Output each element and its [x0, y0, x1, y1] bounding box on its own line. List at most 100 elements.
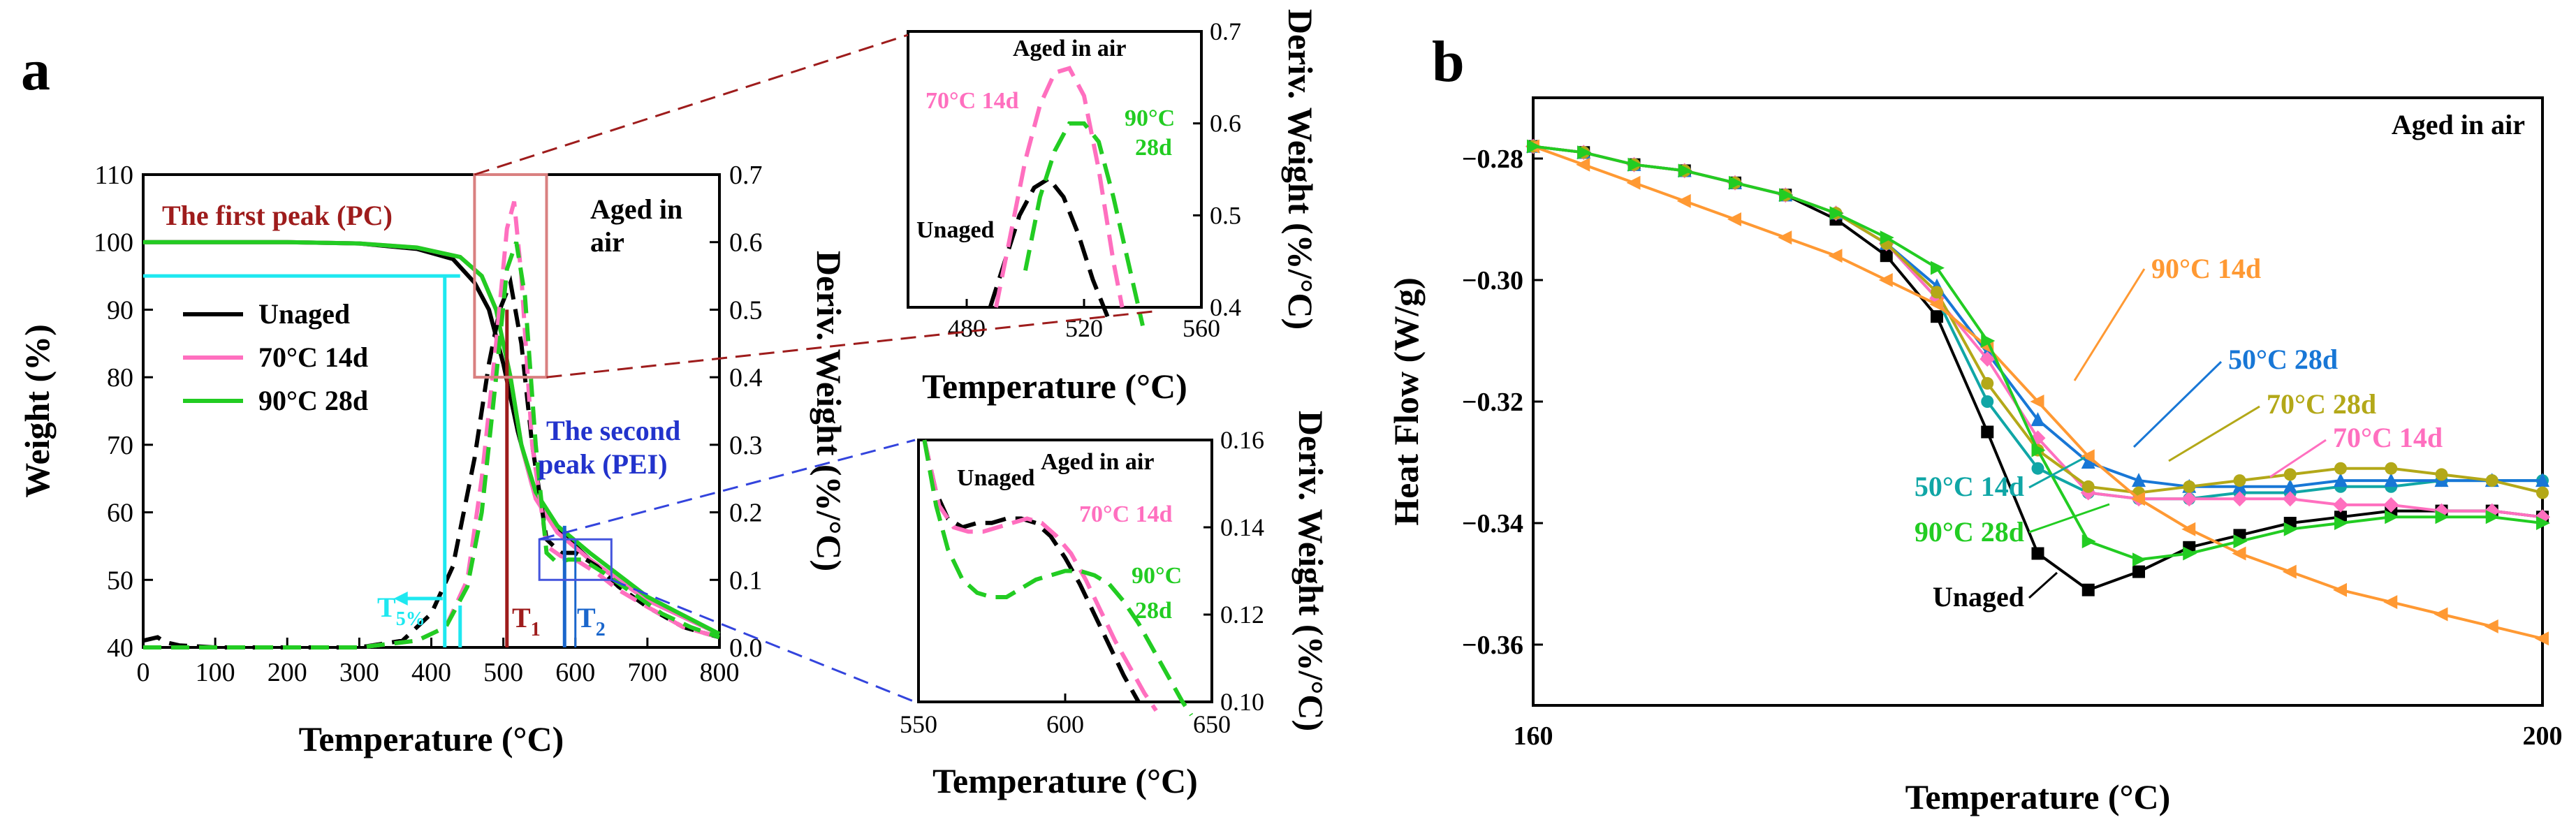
panel-b-point	[1527, 139, 1541, 154]
panel-b-point	[2333, 497, 2348, 513]
first-peak-box	[473, 173, 548, 379]
main-aged-note-line2: air	[590, 226, 624, 258]
panel-b-leader-line	[2073, 268, 2146, 381]
main-x-tick-label: 300	[339, 658, 379, 687]
panel-b-point	[2233, 534, 2248, 549]
panel-b-point	[1778, 230, 1792, 245]
inset1-label-28d: 28d	[1135, 135, 1172, 161]
second-peak-label-line2: peak (PEI)	[538, 448, 668, 480]
inset2-aged-note: Aged in air	[1041, 449, 1154, 475]
panel-b-point	[2333, 582, 2347, 597]
panel-b-point	[2334, 473, 2348, 487]
panel-b-point	[1979, 351, 1996, 367]
panel-b-point	[2081, 534, 2096, 549]
panel-b-point	[1931, 286, 1943, 299]
inset1-plot-frame	[907, 30, 1203, 309]
inset1-x-tick-label: 560	[1183, 314, 1220, 342]
t5-label: T5%	[377, 592, 425, 630]
main-plot-frame	[142, 173, 721, 649]
legend-label-unaged: Unaged	[258, 298, 350, 330]
inset1-y-tick-label: 0.6	[1210, 110, 1241, 138]
panel-b-point	[2536, 486, 2549, 499]
main-x-tick-label: 700	[627, 658, 667, 687]
panel-b-x-axis-label: Temperature (°C)	[1905, 777, 2171, 816]
panel-b-point	[2485, 510, 2500, 524]
second-peak-box	[538, 538, 613, 581]
panel-b-point	[2031, 462, 2044, 475]
deriv-curve-2	[143, 241, 720, 650]
panel-b-point	[2283, 522, 2298, 536]
inset1-label-70c: 70°C 14d	[925, 88, 1019, 114]
inset1-label-unaged: Unaged	[916, 217, 995, 243]
panel-b-leader-line	[2132, 360, 2223, 448]
main-y-tick-label: 40	[107, 633, 133, 663]
main-y-axis-label: Weight (%)	[17, 324, 57, 498]
panel-b-point	[1829, 206, 1844, 221]
inset2-label-90c: 90°C	[1132, 563, 1182, 589]
inset2-label-70c: 70°C 14d	[1079, 501, 1173, 527]
inset1-connector-top	[474, 34, 909, 176]
panel-b-point	[2233, 474, 2246, 487]
main-legend: Unaged 70°C 14d 90°C 28d	[183, 298, 368, 416]
main-y2-tick-label: 0.1	[729, 566, 763, 595]
panel-b-y-tick-label: −0.32	[1462, 388, 1523, 417]
inset2-connector-top	[539, 439, 916, 541]
panel-b-point	[2334, 516, 2348, 530]
panel-b-point	[2181, 522, 2196, 536]
panel-b-series	[1525, 138, 2550, 646]
panel-b-point	[1678, 163, 1692, 178]
inset1-x-tick-label: 520	[1065, 314, 1103, 342]
panel-b-point	[2283, 468, 2297, 481]
inset1-connector-bottom	[546, 309, 1160, 379]
panel-b-label: b	[1432, 29, 1465, 94]
panel-b-y-tick-label: −0.30	[1462, 266, 1523, 295]
main-y-tick-label: 60	[107, 499, 133, 528]
main-series	[142, 200, 721, 650]
panel-b-point	[1626, 175, 1641, 190]
inset2-x-tick-label: 600	[1046, 710, 1084, 738]
panel-b-point	[1931, 310, 1943, 323]
main-x-tick-label: 0	[137, 658, 150, 687]
panel-b-y-tick-label: −0.28	[1462, 145, 1523, 174]
panel-b-point	[2132, 565, 2145, 578]
main-x-tick-label: 400	[411, 658, 451, 687]
legend-label-70c-14d: 70°C 14d	[258, 342, 368, 373]
panel-b-y-tick-label: −0.34	[1462, 509, 1523, 538]
panel-b-point	[1729, 175, 1743, 190]
panel-b-leader-line	[2028, 456, 2086, 489]
panel-b-point	[2535, 473, 2549, 487]
panel-b-leader-line	[2168, 405, 2260, 462]
panel-b-point	[2283, 478, 2297, 493]
main-y2-tick-label: 0.5	[729, 295, 763, 325]
panel-b-point	[1727, 212, 1741, 226]
panel-b-point	[2183, 546, 2197, 561]
panel-b-axes-ticks: 160 200 −0.28 −0.30 −0.32 −0.34 −0.36	[1462, 145, 2563, 751]
panel-b-point	[1981, 334, 1996, 348]
panel-b-point	[2384, 473, 2399, 487]
panel-b-point	[1577, 145, 1592, 160]
panel-b-point	[2030, 395, 2044, 409]
panel-b-series-label: Unaged	[1933, 581, 2024, 612]
panel-b-point	[2232, 491, 2248, 507]
second-peak-label-line1: The second	[546, 415, 680, 446]
inset1-y-tick-label: 0.5	[1210, 201, 1241, 229]
panel-b-series-label: 50°C 28d	[2228, 344, 2338, 375]
inset2-y-tick-label: 0.12	[1220, 601, 1264, 629]
panel-b-point	[2030, 412, 2045, 427]
main-annotations	[143, 173, 613, 647]
inset2-y-tick-label: 0.16	[1220, 426, 1264, 454]
panel-b-point	[2435, 468, 2448, 481]
main-y2-tick-label: 0.6	[729, 228, 763, 258]
panel-b-point	[2132, 552, 2146, 567]
main-x-tick-label: 100	[196, 658, 235, 687]
inset1-series	[988, 66, 1145, 326]
inset2-x-axis-label: Temperature (°C)	[932, 761, 1198, 800]
inset2-label-28d: 28d	[1135, 598, 1172, 624]
panel-b-point	[2031, 547, 2044, 560]
panel-b-point	[2132, 473, 2146, 487]
panel-b-point	[1929, 297, 1943, 311]
panel-b-series-label: 50°C 14d	[1915, 471, 2024, 502]
